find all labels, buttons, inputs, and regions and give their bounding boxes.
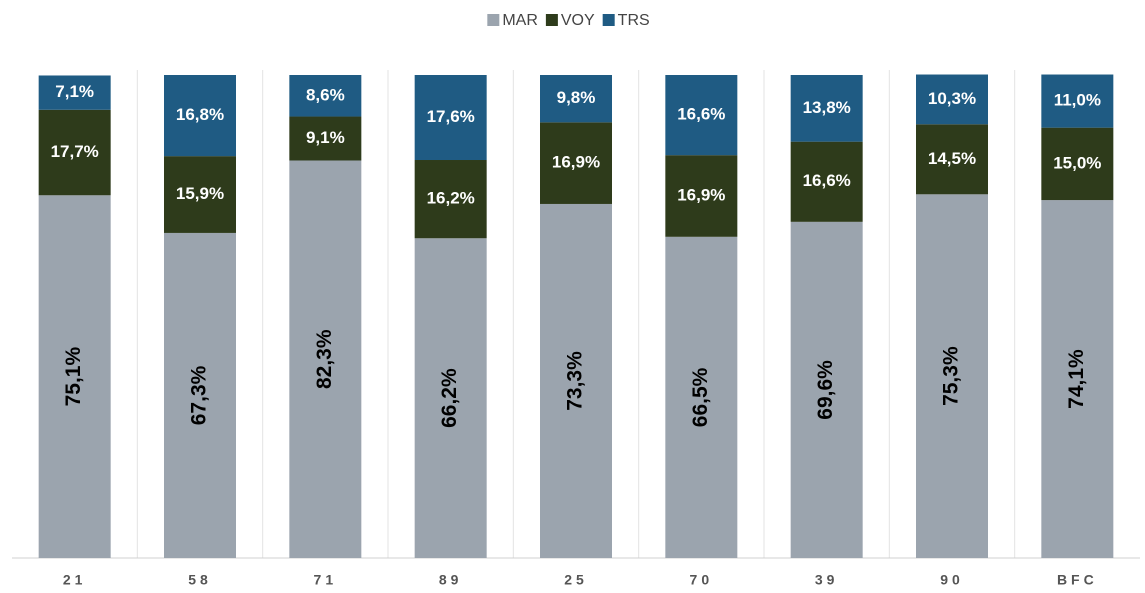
legend-label: VOY <box>561 12 595 29</box>
data-label: 16,6% <box>677 105 725 124</box>
bar-segment <box>540 75 612 123</box>
bar-segment <box>164 156 236 233</box>
x-tick-label: 71 <box>314 572 338 588</box>
bar-segment <box>665 75 738 156</box>
data-label: 11,0% <box>1054 91 1101 110</box>
bar-segment <box>164 232 236 559</box>
x-tick-label: 89 <box>439 572 463 588</box>
x-tick-label: 90 <box>940 572 964 588</box>
data-label: 74,1% <box>1065 349 1088 409</box>
data-label: 17,7% <box>51 142 99 161</box>
bar-segment <box>1041 200 1114 559</box>
bar-segment <box>164 75 236 157</box>
x-tick-label: 58 <box>188 572 212 588</box>
data-label: 9,1% <box>306 128 345 147</box>
data-label: 75,1% <box>62 347 85 407</box>
x-tick-label: 70 <box>690 572 714 588</box>
bar-segment <box>540 203 612 558</box>
data-label: 8,6% <box>306 85 345 104</box>
data-label: 9,8% <box>557 88 596 107</box>
data-label: 17,6% <box>427 107 475 126</box>
bar-segment <box>916 194 988 558</box>
data-label: 69,6% <box>814 360 837 420</box>
bar-segment <box>1041 127 1114 201</box>
bar-segment <box>38 75 111 110</box>
legend-swatch <box>602 14 615 26</box>
bar-segment <box>38 109 111 196</box>
x-tick-label: 25 <box>564 572 588 588</box>
bar-segment <box>414 238 487 558</box>
bar-segment <box>790 141 863 222</box>
bar-segment <box>289 75 362 117</box>
data-label: 66,5% <box>689 367 712 427</box>
bar-segment <box>1041 74 1114 128</box>
bar-segment <box>916 124 988 195</box>
data-label: 14,5% <box>928 149 976 168</box>
data-label: 16,2% <box>427 189 475 208</box>
data-label: 75,3% <box>940 346 963 406</box>
data-label: 82,3% <box>313 329 336 389</box>
bar-segment <box>916 74 988 125</box>
x-tick-label: 21 <box>63 572 87 588</box>
data-label: 7,1% <box>55 82 94 101</box>
bar-segment <box>38 195 111 558</box>
bar-segment <box>665 155 738 237</box>
data-label: 16,8% <box>176 105 224 124</box>
bar-segment <box>414 160 487 239</box>
data-label: 66,2% <box>438 368 461 428</box>
data-label: 67,3% <box>188 365 211 425</box>
legend-swatch <box>487 14 500 26</box>
bar-segment <box>790 221 863 558</box>
data-label: 16,9% <box>677 185 725 204</box>
bar-segment <box>289 160 362 558</box>
legend-label: MAR <box>502 12 538 29</box>
x-tick-label: 39 <box>815 572 839 588</box>
data-label: 15,9% <box>176 184 224 203</box>
data-label: 13,8% <box>803 98 851 117</box>
bar-segment <box>790 75 863 142</box>
bar-segment <box>414 75 487 161</box>
legend-swatch <box>545 14 558 26</box>
data-label: 10,3% <box>928 89 976 108</box>
bar-segment <box>540 122 612 204</box>
legend-label: TRS <box>618 12 650 29</box>
data-label: 15,0% <box>1053 153 1101 172</box>
bar-segment <box>665 236 738 558</box>
data-label: 16,9% <box>552 153 600 172</box>
bar-segment <box>289 116 362 161</box>
x-tick-label: BFC <box>1057 572 1098 588</box>
data-label: 16,6% <box>803 171 851 190</box>
data-label: 73,3% <box>564 351 587 411</box>
